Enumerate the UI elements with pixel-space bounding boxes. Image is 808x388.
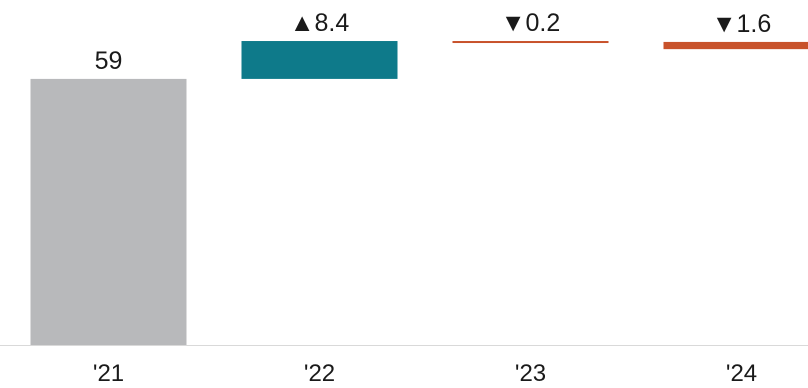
data-label-2: ▲8.4 <box>290 9 350 37</box>
x-tick-label-1: '21 <box>93 360 124 387</box>
data-label-4: ▼1.6 <box>712 10 772 38</box>
bar-4 <box>663 41 808 50</box>
bar-3 <box>452 41 609 44</box>
data-label-3: ▼0.2 <box>501 9 561 37</box>
bars-group <box>30 41 808 345</box>
data-label-1: 59 <box>95 47 123 75</box>
x-tick-label-2: '22 <box>304 360 335 387</box>
x-tick-label-3: '23 <box>515 360 546 387</box>
bar-2 <box>241 41 398 79</box>
x-tick-labels-group: '21 '22 '23 '24 <box>93 360 757 387</box>
x-tick-label-4: '24 <box>726 360 757 387</box>
bar-1 <box>30 78 187 345</box>
value-labels-group: 59 ▲8.4 ▼0.2 ▼1.6 <box>95 9 772 75</box>
